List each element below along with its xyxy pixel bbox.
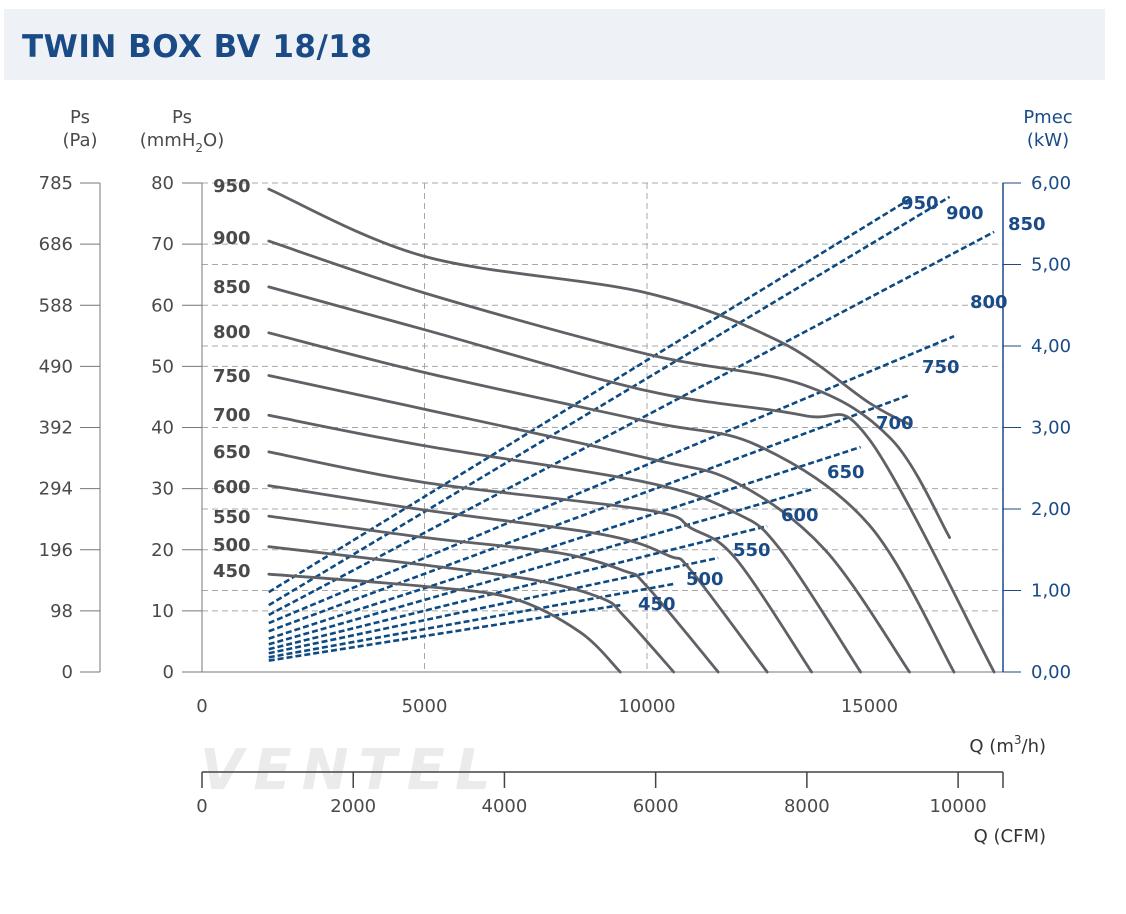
pressure-label-700: 700 bbox=[213, 405, 251, 426]
brand-watermark: VENTEL bbox=[200, 738, 501, 803]
power-label-850: 850 bbox=[1008, 214, 1046, 235]
pa-axis-title: Ps bbox=[70, 107, 90, 128]
pressure-curve-450 bbox=[267, 572, 622, 674]
pressure-label-750: 750 bbox=[213, 366, 251, 387]
mmh2o-tick-label: 0 bbox=[163, 662, 174, 683]
title-bar: TWIN BOX BV 18/18 bbox=[4, 9, 1105, 80]
power-curve-950 bbox=[268, 198, 911, 594]
chart-title: TWIN BOX BV 18/18 bbox=[22, 29, 373, 65]
mmh2o-tick-label: 50 bbox=[151, 356, 174, 377]
pa-tick-label: 686 bbox=[39, 234, 73, 255]
mmh2o-tick-label: 70 bbox=[151, 234, 174, 255]
cfm-tick-label: 4000 bbox=[482, 796, 528, 817]
power-curve-700 bbox=[268, 445, 862, 640]
pa-axis-unit: (Pa) bbox=[62, 130, 97, 151]
pa-tick-label: 0 bbox=[62, 662, 73, 683]
power-tick-label: 0,00 bbox=[1031, 662, 1071, 683]
pa-tick-label: 98 bbox=[50, 601, 73, 622]
pressure-label-650: 650 bbox=[213, 442, 251, 463]
cfm-axis-title: Q (CFM) bbox=[974, 826, 1046, 847]
power-label-550: 550 bbox=[733, 540, 771, 561]
power-curve-900 bbox=[268, 195, 951, 607]
pa-tick-label: 490 bbox=[39, 356, 73, 377]
power-label-700: 700 bbox=[876, 413, 914, 434]
pressure-curve-800 bbox=[267, 331, 956, 674]
power-label-650: 650 bbox=[827, 462, 865, 483]
pressure-curve-850 bbox=[267, 285, 996, 674]
cfm-tick-label: 10000 bbox=[929, 796, 986, 817]
power-curve-850 bbox=[268, 230, 995, 617]
power-label-800: 800 bbox=[970, 292, 1008, 313]
x-tick-label-m3h: 10000 bbox=[618, 696, 675, 717]
pa-tick-label: 196 bbox=[39, 540, 73, 561]
pressure-curve-700 bbox=[267, 413, 862, 674]
pressure-curve-650 bbox=[267, 450, 813, 674]
pressure-label-900: 900 bbox=[213, 228, 251, 249]
power-axis-unit: (kW) bbox=[1027, 130, 1069, 151]
x-axis-title-m3h: Q (m3/h) bbox=[969, 733, 1046, 757]
pressure-label-850: 850 bbox=[213, 277, 251, 298]
pressure-curve-600 bbox=[267, 484, 769, 674]
cfm-tick-label: 2000 bbox=[330, 796, 376, 817]
cfm-tick-label: 8000 bbox=[784, 796, 830, 817]
mmh2o-tick-label: 80 bbox=[151, 173, 174, 194]
pressure-curve-900 bbox=[267, 239, 951, 539]
power-label-600: 600 bbox=[781, 505, 819, 526]
mmh2o-tick-label: 40 bbox=[151, 418, 174, 439]
pressure-label-600: 600 bbox=[213, 477, 251, 498]
cfm-tick-label: 6000 bbox=[633, 796, 679, 817]
power-tick-label: 1,00 bbox=[1031, 581, 1071, 602]
power-label-950: 950 bbox=[901, 193, 939, 214]
pressure-curve-750 bbox=[267, 374, 911, 674]
mmh2o-tick-label: 30 bbox=[151, 479, 174, 500]
power-curve-800 bbox=[268, 335, 955, 625]
power-curve-500 bbox=[268, 582, 674, 659]
pressure-label-450: 450 bbox=[213, 561, 251, 582]
power-label-900: 900 bbox=[946, 203, 984, 224]
mmh2o-axis-unit: (mmH2O) bbox=[140, 130, 224, 155]
x-tick-label-m3h: 0 bbox=[196, 696, 207, 717]
pressure-label-950: 950 bbox=[213, 176, 251, 197]
power-curve-600 bbox=[268, 524, 768, 651]
pressure-label-550: 550 bbox=[213, 507, 251, 528]
pa-tick-label: 294 bbox=[39, 479, 73, 500]
power-curve-650 bbox=[268, 488, 813, 646]
cfm-tick-label: 0 bbox=[196, 796, 207, 817]
pa-tick-label: 785 bbox=[39, 173, 73, 194]
mmh2o-tick-label: 60 bbox=[151, 295, 174, 316]
power-curve-750 bbox=[268, 393, 910, 633]
mmh2o-tick-label: 20 bbox=[151, 540, 174, 561]
power-tick-label: 4,00 bbox=[1031, 336, 1071, 357]
pa-tick-label: 392 bbox=[39, 418, 73, 439]
pressure-curve-550 bbox=[267, 514, 720, 674]
pressure-curve-500 bbox=[267, 545, 676, 674]
pressure-label-500: 500 bbox=[213, 535, 251, 556]
pa-tick-label: 588 bbox=[39, 295, 73, 316]
pressure-curve-950 bbox=[267, 187, 911, 426]
power-tick-label: 2,00 bbox=[1031, 499, 1071, 520]
power-curve-450 bbox=[268, 603, 621, 662]
power-label-750: 750 bbox=[922, 357, 960, 378]
x-tick-label-m3h: 5000 bbox=[402, 696, 448, 717]
x-tick-label-m3h: 15000 bbox=[841, 696, 898, 717]
power-label-500: 500 bbox=[686, 569, 724, 590]
power-axis-title: Pmec bbox=[1023, 107, 1072, 128]
power-tick-label: 6,00 bbox=[1031, 173, 1071, 194]
power-tick-label: 3,00 bbox=[1031, 418, 1071, 439]
mmh2o-tick-label: 10 bbox=[151, 601, 174, 622]
power-label-450: 450 bbox=[638, 594, 676, 615]
power-curve-550 bbox=[268, 556, 719, 655]
power-tick-label: 5,00 bbox=[1031, 255, 1071, 276]
pressure-label-800: 800 bbox=[213, 322, 251, 343]
mmh2o-axis-title: Ps bbox=[172, 107, 192, 128]
